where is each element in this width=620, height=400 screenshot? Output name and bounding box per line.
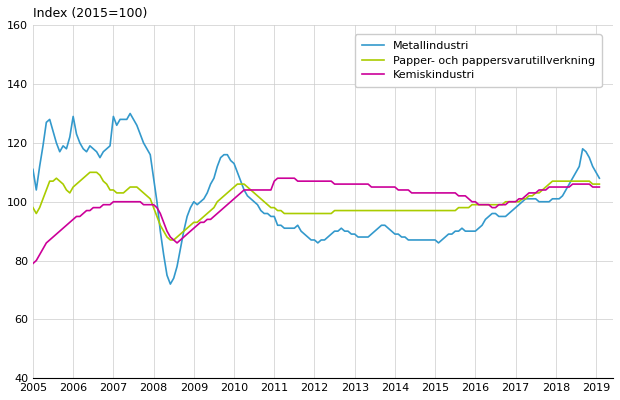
Metallindustri bbox=[596, 176, 603, 181]
Metallindustri bbox=[334, 229, 342, 234]
Kemiskindustri bbox=[331, 182, 339, 186]
Kemiskindustri bbox=[110, 199, 117, 204]
Metallindustri bbox=[126, 111, 134, 116]
Kemiskindustri bbox=[304, 179, 311, 184]
Papper- och pappersvarutillverkning bbox=[29, 205, 37, 210]
Kemiskindustri bbox=[596, 185, 603, 190]
Line: Papper- och pappersvarutillverkning: Papper- och pappersvarutillverkning bbox=[33, 172, 600, 240]
Metallindustri bbox=[110, 114, 117, 119]
Metallindustri bbox=[542, 199, 549, 204]
Papper- och pappersvarutillverkning bbox=[86, 170, 94, 175]
Kemiskindustri bbox=[241, 188, 248, 192]
Line: Metallindustri: Metallindustri bbox=[33, 114, 600, 284]
Kemiskindustri bbox=[308, 179, 315, 184]
Legend: Metallindustri, Papper- och pappersvarutillverkning, Kemiskindustri: Metallindustri, Papper- och pappersvarut… bbox=[355, 34, 601, 87]
Kemiskindustri bbox=[539, 188, 546, 192]
Papper- och pappersvarutillverkning bbox=[167, 238, 174, 242]
Line: Kemiskindustri: Kemiskindustri bbox=[33, 178, 600, 264]
Papper- och pappersvarutillverkning bbox=[247, 188, 255, 192]
Papper- och pappersvarutillverkning bbox=[596, 182, 603, 186]
Metallindustri bbox=[311, 238, 318, 242]
Text: Index (2015=100): Index (2015=100) bbox=[33, 7, 148, 20]
Metallindustri bbox=[167, 282, 174, 286]
Papper- och pappersvarutillverkning bbox=[542, 185, 549, 190]
Papper- och pappersvarutillverkning bbox=[308, 211, 315, 216]
Papper- och pappersvarutillverkning bbox=[334, 208, 342, 213]
Metallindustri bbox=[308, 238, 315, 242]
Papper- och pappersvarutillverkning bbox=[311, 211, 318, 216]
Metallindustri bbox=[29, 167, 37, 172]
Papper- och pappersvarutillverkning bbox=[113, 190, 120, 195]
Metallindustri bbox=[247, 196, 255, 201]
Kemiskindustri bbox=[29, 261, 37, 266]
Kemiskindustri bbox=[274, 176, 281, 181]
